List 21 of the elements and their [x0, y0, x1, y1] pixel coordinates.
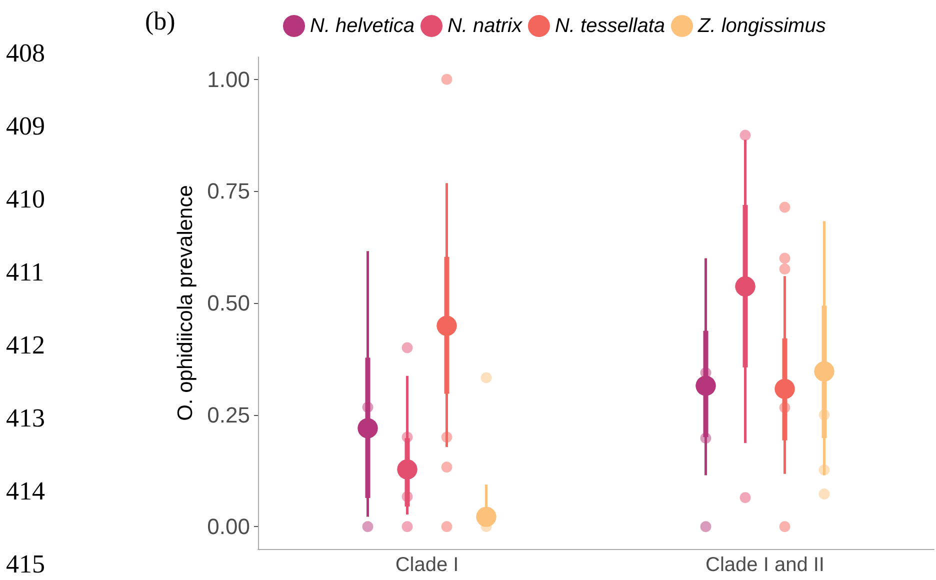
- x-tick-label: Clade I and II: [706, 554, 824, 576]
- y-tick-label: 0.00: [207, 514, 250, 540]
- text: 411: [6, 258, 44, 286]
- text: 414: [6, 476, 45, 506]
- y-tick-label: 1.00: [207, 66, 250, 92]
- legend-label: N. natrix: [447, 15, 523, 37]
- text: 409: [6, 112, 45, 140]
- text: 408: [6, 38, 45, 68]
- y-tick-label: 0.25: [207, 402, 250, 428]
- y-axis-title: O. ophidiicola prevalence: [174, 185, 197, 421]
- y-tick-label: 0.75: [207, 178, 250, 204]
- text: (b): [145, 6, 176, 36]
- legend-label: N. helvetica: [310, 15, 414, 37]
- legend-label: N. tessellata: [554, 15, 666, 37]
- text: 413: [6, 404, 45, 432]
- text: 415: [6, 550, 45, 578]
- y-tick-label: 0.50: [207, 290, 250, 316]
- x-tick-label: Clade I: [395, 554, 459, 576]
- text: 412: [6, 330, 45, 360]
- text: 410: [6, 184, 45, 214]
- legend-label: Z. longissimus: [697, 15, 826, 37]
